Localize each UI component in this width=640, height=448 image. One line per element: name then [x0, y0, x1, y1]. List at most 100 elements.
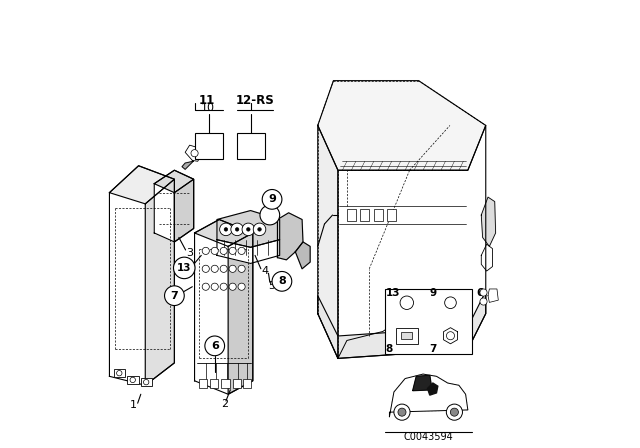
Circle shape [229, 247, 236, 254]
Text: 13: 13 [177, 263, 191, 273]
Circle shape [202, 283, 209, 290]
Circle shape [445, 297, 456, 309]
Polygon shape [217, 211, 280, 247]
Text: 7: 7 [429, 345, 437, 354]
Polygon shape [217, 240, 280, 263]
Circle shape [480, 298, 487, 305]
Circle shape [260, 205, 280, 225]
Circle shape [220, 265, 227, 272]
Circle shape [211, 283, 218, 290]
Circle shape [394, 404, 410, 420]
Circle shape [205, 336, 225, 356]
Bar [243, 379, 251, 388]
Circle shape [246, 228, 250, 231]
Polygon shape [195, 220, 253, 246]
Text: 6: 6 [211, 341, 219, 351]
Polygon shape [154, 170, 194, 242]
Polygon shape [444, 327, 458, 344]
Polygon shape [278, 213, 303, 260]
Circle shape [173, 257, 195, 279]
Text: 11: 11 [199, 94, 215, 107]
Circle shape [130, 377, 136, 383]
Circle shape [211, 247, 218, 254]
Polygon shape [389, 374, 468, 417]
Circle shape [238, 283, 245, 290]
Bar [387, 209, 396, 221]
Bar [237, 133, 265, 159]
Circle shape [262, 190, 282, 209]
Bar [396, 327, 418, 344]
Circle shape [220, 223, 232, 236]
Circle shape [143, 379, 149, 385]
Text: 6: 6 [477, 289, 484, 298]
Bar [347, 209, 356, 221]
Text: C0043594: C0043594 [404, 432, 453, 442]
Text: 10: 10 [201, 103, 215, 113]
Bar [401, 332, 412, 339]
Circle shape [202, 247, 209, 254]
Polygon shape [413, 375, 432, 391]
Circle shape [447, 332, 454, 340]
Polygon shape [182, 161, 193, 169]
Polygon shape [228, 233, 253, 394]
Text: 8: 8 [386, 345, 393, 354]
Polygon shape [109, 166, 174, 385]
Bar [195, 133, 223, 159]
Circle shape [191, 150, 198, 157]
Circle shape [220, 247, 227, 254]
Circle shape [480, 289, 487, 296]
Circle shape [242, 223, 255, 236]
Polygon shape [195, 220, 253, 394]
Circle shape [211, 265, 218, 272]
Circle shape [238, 247, 245, 254]
Text: 8: 8 [278, 276, 286, 286]
Bar [127, 376, 139, 384]
Circle shape [446, 404, 463, 420]
Bar [360, 209, 369, 221]
Bar [374, 209, 383, 221]
Circle shape [229, 265, 236, 272]
Polygon shape [185, 145, 202, 161]
Polygon shape [145, 179, 174, 385]
Text: 5: 5 [269, 281, 275, 291]
Text: 13: 13 [386, 289, 401, 298]
Circle shape [116, 370, 122, 376]
Bar [141, 378, 152, 386]
Circle shape [224, 228, 228, 231]
Text: 9: 9 [429, 289, 436, 298]
Polygon shape [242, 138, 261, 155]
Text: 9: 9 [268, 194, 276, 204]
Text: 2: 2 [221, 399, 228, 409]
Polygon shape [296, 242, 310, 269]
Circle shape [398, 408, 406, 416]
Text: 4: 4 [262, 266, 269, 276]
Polygon shape [109, 166, 174, 204]
Bar [114, 369, 125, 377]
Polygon shape [481, 197, 495, 246]
Text: 1: 1 [130, 401, 136, 410]
Polygon shape [200, 138, 220, 155]
Bar [385, 289, 472, 354]
Bar [221, 379, 230, 388]
Polygon shape [488, 289, 499, 302]
Circle shape [238, 265, 245, 272]
Polygon shape [174, 179, 194, 242]
Bar [233, 379, 241, 388]
Polygon shape [428, 383, 438, 395]
Text: 3: 3 [186, 248, 193, 258]
Circle shape [451, 408, 458, 416]
Polygon shape [481, 244, 493, 271]
Polygon shape [154, 170, 194, 193]
Circle shape [236, 228, 239, 231]
Circle shape [164, 286, 184, 306]
Polygon shape [317, 291, 486, 358]
Polygon shape [338, 125, 486, 358]
Bar [210, 379, 218, 388]
Text: 7: 7 [170, 291, 179, 301]
Text: 12-RS: 12-RS [236, 94, 275, 107]
Polygon shape [317, 81, 486, 170]
Polygon shape [317, 125, 338, 358]
Circle shape [272, 271, 292, 291]
Circle shape [400, 296, 413, 310]
Circle shape [258, 228, 261, 231]
